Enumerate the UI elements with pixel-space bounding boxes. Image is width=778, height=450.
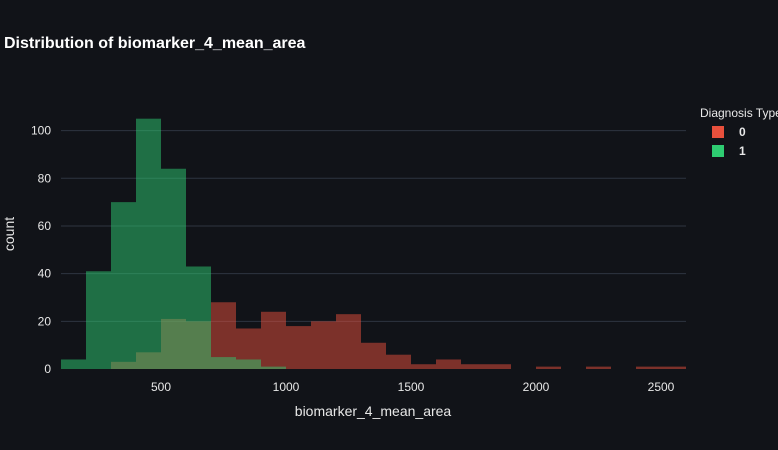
x-axis-ticks: 500 1000 1500 2000 2500 — [151, 380, 675, 394]
legend-label-1: 1 — [739, 144, 746, 158]
y-axis-ticks: 0 20 40 60 80 100 — [31, 124, 51, 376]
y-axis-title: count — [1, 217, 17, 251]
histogram-bar-series-1[interactable] — [211, 357, 236, 369]
grid-lines — [61, 130, 686, 322]
y-tick-label: 100 — [31, 124, 51, 138]
histogram-bars — [61, 118, 686, 369]
histogram-bar-series-0[interactable] — [311, 321, 336, 369]
histogram-bar-series-1[interactable] — [61, 359, 86, 369]
histogram-bar-series-0[interactable] — [386, 354, 411, 369]
histogram-bar-series-0[interactable] — [461, 364, 486, 369]
legend-label-0: 0 — [739, 125, 746, 139]
y-tick-label: 0 — [44, 362, 51, 376]
y-tick-label: 20 — [38, 314, 52, 328]
histogram-bar-series-0[interactable] — [336, 314, 361, 369]
legend-item-1[interactable]: 1 — [712, 144, 778, 158]
histogram-bar-series-1[interactable] — [86, 271, 111, 369]
histogram-bar-series-1[interactable] — [161, 168, 186, 369]
histogram-bar-series-0[interactable] — [586, 366, 611, 369]
histogram-bar-series-0[interactable] — [361, 342, 386, 369]
x-tick-label: 2000 — [523, 380, 550, 394]
histogram-bar-series-0[interactable] — [636, 366, 661, 369]
legend: Diagnosis Type 0 1 — [700, 106, 778, 158]
y-tick-label: 60 — [38, 219, 52, 233]
x-tick-label: 1500 — [398, 380, 425, 394]
histogram-bar-series-1[interactable] — [186, 266, 211, 369]
histogram-bar-series-1[interactable] — [261, 366, 286, 369]
legend-item-0[interactable]: 0 — [712, 125, 778, 139]
legend-swatch-0 — [712, 126, 724, 138]
legend-swatch-1 — [712, 145, 724, 157]
x-tick-label: 2500 — [648, 380, 675, 394]
chart-title: Distribution of biomarker_4_mean_area — [4, 35, 306, 52]
histogram-bar-series-0[interactable] — [536, 366, 561, 369]
histogram-bar-series-0[interactable] — [661, 366, 686, 369]
x-tick-label: 1000 — [273, 380, 300, 394]
histogram-bar-series-0[interactable] — [486, 364, 511, 369]
histogram-bar-series-0[interactable] — [411, 364, 436, 369]
y-tick-label: 80 — [38, 171, 52, 185]
y-tick-label: 40 — [38, 267, 52, 281]
x-axis-title: biomarker_4_mean_area — [295, 403, 452, 419]
histogram-bar-series-0[interactable] — [261, 311, 286, 369]
legend-title: Diagnosis Type — [700, 106, 778, 120]
histogram-bar-series-0[interactable] — [436, 359, 461, 369]
x-tick-label: 500 — [151, 380, 171, 394]
histogram-bar-series-1[interactable] — [111, 202, 136, 369]
histogram-bar-series-0[interactable] — [286, 326, 311, 369]
histogram-bar-series-1[interactable] — [136, 118, 161, 369]
histogram-bar-series-1[interactable] — [236, 359, 261, 369]
